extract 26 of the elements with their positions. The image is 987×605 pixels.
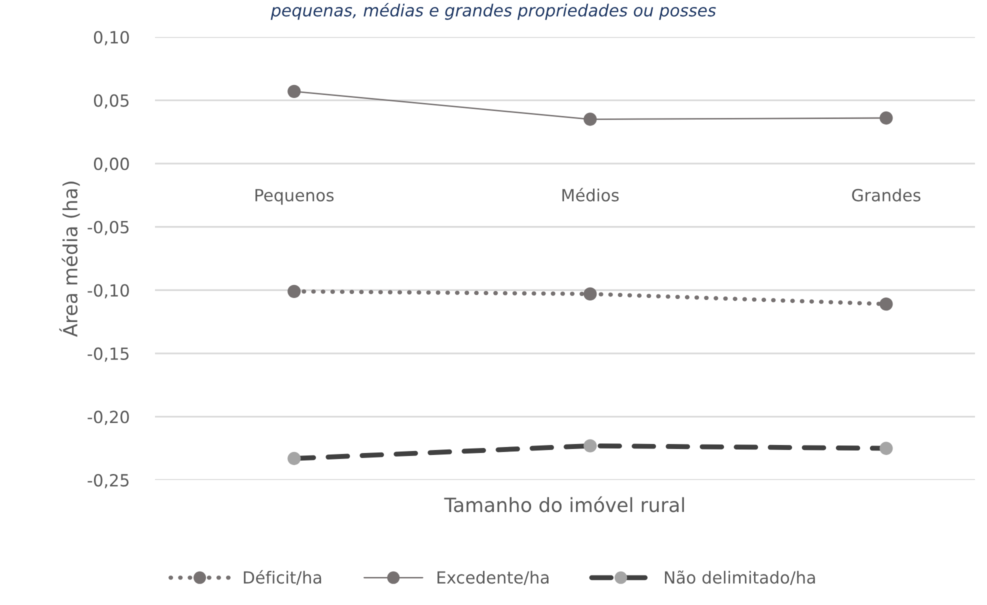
- point: [288, 452, 301, 466]
- point: [584, 287, 597, 301]
- y-tick-label: 0,10: [94, 30, 129, 46]
- point: [880, 111, 893, 125]
- point: [288, 84, 301, 98]
- y-tick-label: -0,15: [88, 347, 129, 362]
- x-tick-label: Pequenos: [256, 189, 334, 205]
- y-axis-title: Área média (ha): [59, 182, 80, 337]
- legend-label: Excedente/ha: [438, 570, 548, 586]
- point: [880, 442, 893, 455]
- y-tick-label: -0,10: [88, 284, 129, 298]
- y-tick-label: 0,00: [94, 158, 129, 172]
- y-tick-label: -0,25: [88, 474, 129, 488]
- point: [880, 297, 893, 311]
- point: [288, 284, 301, 298]
- legend-label: Não delimitado/ha: [664, 570, 815, 586]
- x-tick-label: Grandes: [852, 188, 920, 202]
- legend-label: Déficit/ha: [244, 570, 322, 586]
- y-tick-label: 0,05: [94, 94, 129, 109]
- point: [584, 439, 597, 452]
- x-tick-label: Médios: [562, 188, 619, 202]
- y-tick-label: -0,20: [88, 410, 129, 425]
- x-axis-title: Tamanho do imóvel rural: [444, 496, 684, 512]
- y-tick-label: -0,05: [88, 220, 129, 236]
- text: pequenas, médias e grandes propriedades ou posses: [270, 3, 716, 20]
- point: [584, 112, 597, 126]
